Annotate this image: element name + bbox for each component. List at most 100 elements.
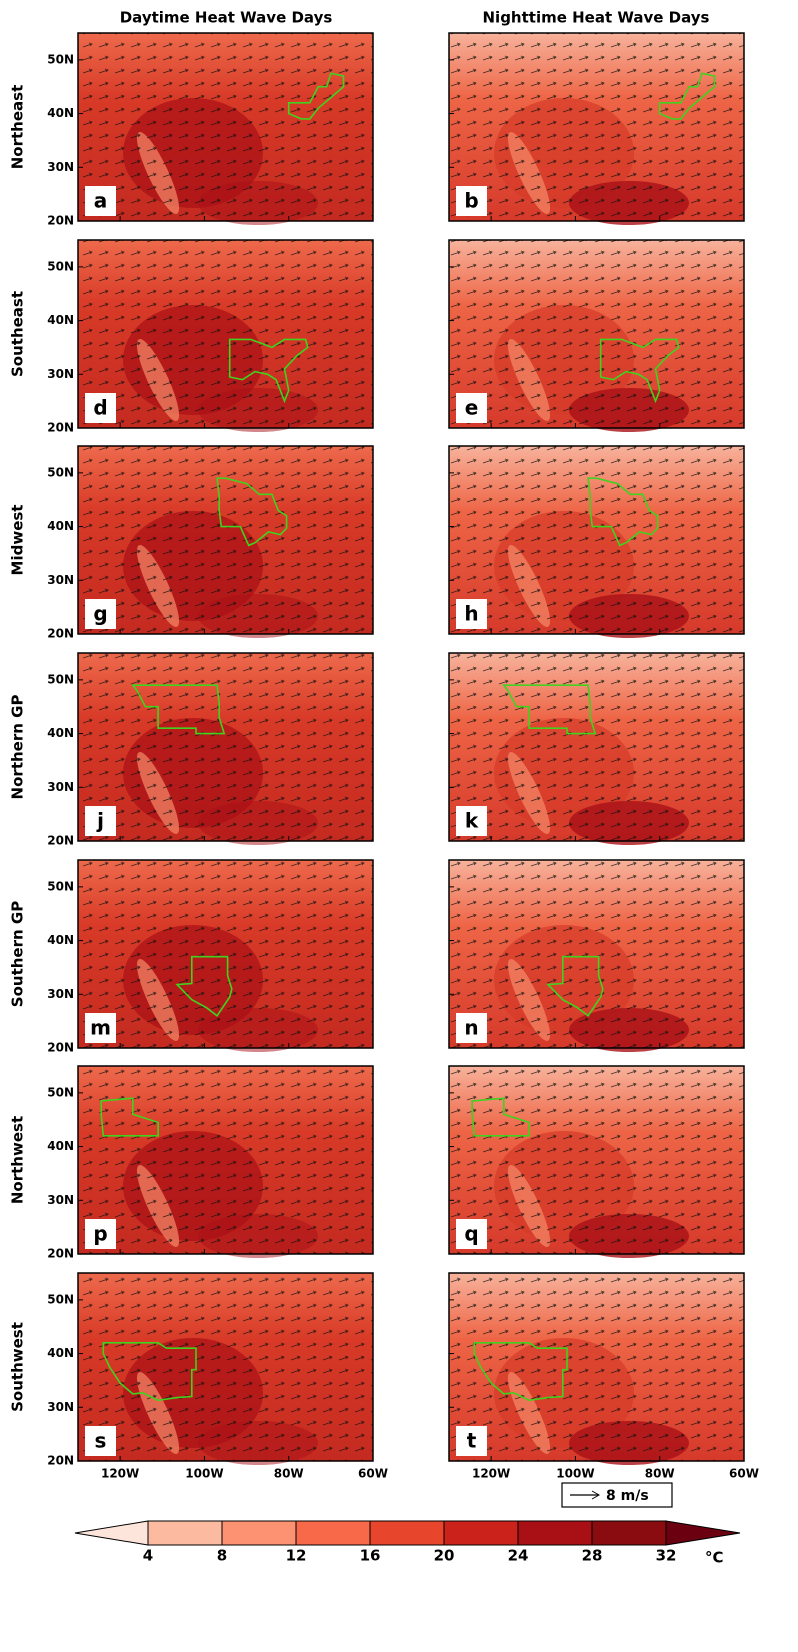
colorbar-unit: °C bbox=[705, 1549, 724, 1567]
map-panel: s 20N 30N 40N 50N 120W 100W 80W 60W bbox=[47, 1272, 388, 1481]
colorbar-tick-label: 28 bbox=[582, 1547, 603, 1565]
map-frame bbox=[77, 652, 374, 842]
lon-tick-label: 60W bbox=[729, 1467, 759, 1481]
reference-label: 8 m/s bbox=[606, 1488, 649, 1504]
map-panel: b bbox=[448, 32, 745, 225]
region-outline bbox=[546, 955, 604, 1017]
wind-vectors bbox=[449, 860, 744, 1048]
panel-letter: d bbox=[93, 396, 107, 420]
colorbar-tick-label: 24 bbox=[508, 1547, 529, 1565]
lat-tick-label: 50N bbox=[47, 465, 74, 479]
map-panel: p 20N 30N 40N 50N bbox=[47, 1065, 374, 1261]
panel-letter: j bbox=[96, 809, 104, 833]
column-title: Nighttime Heat Wave Days bbox=[483, 9, 710, 27]
wind-vectors bbox=[78, 1066, 373, 1254]
panel-letter-box bbox=[85, 186, 116, 216]
wind-vectors bbox=[449, 1066, 744, 1254]
panel-letter-box bbox=[456, 806, 487, 836]
lat-tick-label: 20N bbox=[47, 214, 74, 228]
map-panel: a 20N 30N 40N 50N bbox=[47, 32, 374, 228]
region-outline bbox=[587, 477, 659, 547]
row-label: Southern GP bbox=[9, 901, 27, 1007]
map-frame bbox=[448, 445, 745, 635]
map-frame bbox=[77, 445, 374, 635]
panel-letter: n bbox=[464, 1016, 478, 1040]
colorbar-tick-label: 32 bbox=[656, 1547, 677, 1565]
row-label: Midwest bbox=[9, 505, 27, 576]
lat-tick-label: 30N bbox=[47, 1193, 74, 1207]
map-frame bbox=[448, 1272, 745, 1462]
lat-tick-label: 40N bbox=[47, 933, 74, 947]
lat-tick-label: 30N bbox=[47, 1400, 74, 1414]
panel-letter: s bbox=[95, 1429, 107, 1453]
map-panel: m 20N 30N 40N 50N bbox=[47, 859, 374, 1055]
wind-vectors bbox=[449, 1273, 744, 1461]
panel-letter-box bbox=[85, 1013, 116, 1043]
lat-tick-label: 50N bbox=[47, 672, 74, 686]
lat-tick-label: 30N bbox=[47, 780, 74, 794]
lat-tick-label: 20N bbox=[47, 1041, 74, 1055]
region-outline bbox=[471, 1097, 530, 1137]
colorbar-under bbox=[74, 1520, 149, 1546]
colorbar-tick-label: 20 bbox=[434, 1547, 455, 1565]
lat-tick-label: 30N bbox=[47, 987, 74, 1001]
panel-letter: k bbox=[465, 809, 479, 833]
map-panel: e bbox=[448, 239, 745, 432]
wind-vectors bbox=[78, 33, 373, 221]
lon-tick-label: 120W bbox=[101, 1467, 139, 1481]
map-frame bbox=[448, 32, 745, 222]
map-frame bbox=[77, 32, 374, 222]
map-frame bbox=[448, 1065, 745, 1255]
lat-tick-label: 20N bbox=[47, 1454, 74, 1468]
panel-letter-box bbox=[85, 1219, 116, 1249]
region-outline bbox=[131, 684, 226, 735]
lat-tick-label: 50N bbox=[47, 1085, 74, 1099]
map-panel: g 20N 30N 40N 50N bbox=[47, 445, 374, 641]
wind-vectors bbox=[449, 653, 744, 841]
map-frame bbox=[77, 1272, 374, 1462]
lat-tick-label: 40N bbox=[47, 313, 74, 327]
colorbar-tick-label: 16 bbox=[360, 1547, 381, 1565]
row-label: Southwest bbox=[9, 1322, 27, 1412]
wind-vectors bbox=[78, 1273, 373, 1461]
lat-tick-label: 20N bbox=[47, 1247, 74, 1261]
lat-tick-label: 30N bbox=[47, 573, 74, 587]
wind-vectors bbox=[78, 653, 373, 841]
lon-tick-label: 80W bbox=[645, 1467, 675, 1481]
lat-tick-label: 30N bbox=[47, 160, 74, 174]
map-panel: q bbox=[448, 1065, 745, 1258]
region-outline bbox=[502, 684, 597, 735]
colorbar-box bbox=[517, 1520, 593, 1546]
colorbar-box bbox=[221, 1520, 297, 1546]
panel-letter-box bbox=[456, 1426, 487, 1456]
panel-letter-box bbox=[85, 599, 116, 629]
lat-tick-label: 40N bbox=[47, 1139, 74, 1153]
lat-tick-label: 20N bbox=[47, 627, 74, 641]
panel-letter-box bbox=[85, 806, 116, 836]
map-frame bbox=[77, 239, 374, 429]
panel-letter: g bbox=[93, 602, 107, 626]
region-outline bbox=[175, 955, 233, 1017]
wind-vectors bbox=[78, 240, 373, 428]
lat-tick-label: 30N bbox=[47, 367, 74, 381]
lat-tick-label: 20N bbox=[47, 834, 74, 848]
wind-vectors bbox=[78, 446, 373, 634]
column-title: Daytime Heat Wave Days bbox=[120, 9, 333, 27]
lat-tick-label: 40N bbox=[47, 726, 74, 740]
panel-letter: h bbox=[464, 602, 478, 626]
lat-tick-label: 20N bbox=[47, 421, 74, 435]
lat-tick-label: 50N bbox=[47, 259, 74, 273]
region-outline bbox=[228, 338, 309, 404]
colorbar-over bbox=[665, 1520, 741, 1546]
reference-arrow-head bbox=[591, 1490, 601, 1500]
lat-tick-label: 50N bbox=[47, 52, 74, 66]
lat-tick-label: 40N bbox=[47, 519, 74, 533]
lon-tick-label: 100W bbox=[556, 1467, 594, 1481]
colorbar-box bbox=[443, 1520, 519, 1546]
panel-letter: b bbox=[464, 189, 478, 213]
colorbar-box bbox=[591, 1520, 667, 1546]
panel-letter-box bbox=[456, 186, 487, 216]
colorbar-tick-label: 12 bbox=[286, 1547, 307, 1565]
panel-letter: p bbox=[93, 1222, 107, 1246]
